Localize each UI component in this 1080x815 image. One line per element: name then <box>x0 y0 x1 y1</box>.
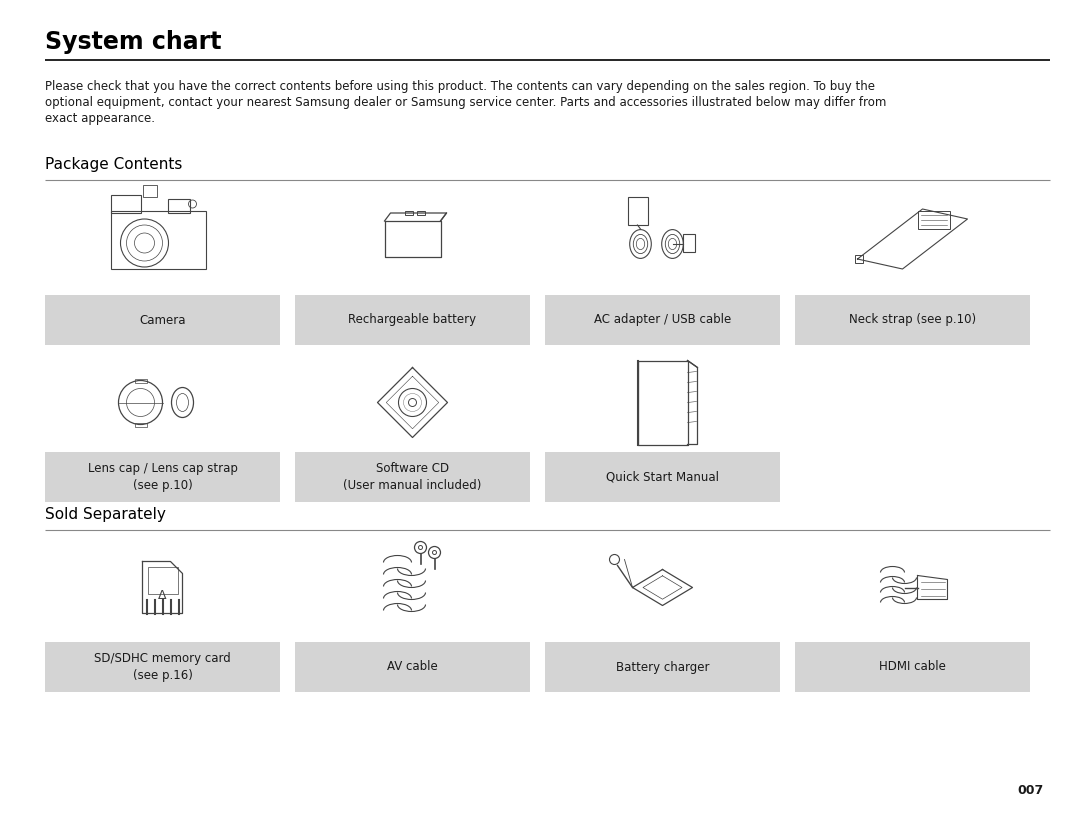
Bar <box>918 211 949 229</box>
Bar <box>45 452 280 502</box>
Text: optional equipment, contact your nearest Samsung dealer or Samsung service cente: optional equipment, contact your nearest… <box>45 96 887 109</box>
Text: AC adapter / USB cable: AC adapter / USB cable <box>594 314 731 327</box>
Text: Software CD
(User manual included): Software CD (User manual included) <box>343 462 482 492</box>
Bar <box>545 642 780 692</box>
Bar <box>683 234 694 252</box>
Text: SD/SDHC memory card
(see p.16): SD/SDHC memory card (see p.16) <box>94 652 231 682</box>
Bar <box>295 295 530 345</box>
Text: Δ: Δ <box>159 589 166 602</box>
Bar <box>167 199 189 213</box>
Bar <box>405 211 413 215</box>
Text: Lens cap / Lens cap strap
(see p.10): Lens cap / Lens cap strap (see p.10) <box>87 462 238 492</box>
Text: Please check that you have the correct contents before using this product. The c: Please check that you have the correct c… <box>45 80 875 93</box>
Bar <box>110 195 140 213</box>
Text: 007: 007 <box>1017 783 1043 796</box>
Bar <box>148 566 177 593</box>
Text: Quick Start Manual: Quick Start Manual <box>606 470 719 483</box>
Bar <box>854 255 863 263</box>
Bar <box>545 452 780 502</box>
Text: Camera: Camera <box>139 314 186 327</box>
Bar <box>143 185 157 197</box>
Bar <box>627 197 648 225</box>
Text: Sold Separately: Sold Separately <box>45 508 166 522</box>
Text: AV cable: AV cable <box>387 660 437 673</box>
Bar <box>795 642 1030 692</box>
Bar <box>795 295 1030 345</box>
Bar <box>295 452 530 502</box>
Bar <box>545 295 780 345</box>
Bar <box>45 642 280 692</box>
Bar <box>417 211 424 215</box>
Text: Battery charger: Battery charger <box>616 660 710 673</box>
Text: Rechargeable battery: Rechargeable battery <box>349 314 476 327</box>
Text: System chart: System chart <box>45 30 221 54</box>
Text: Neck strap (see p.10): Neck strap (see p.10) <box>849 314 976 327</box>
Text: HDMI cable: HDMI cable <box>879 660 946 673</box>
Text: exact appearance.: exact appearance. <box>45 112 156 125</box>
Text: Package Contents: Package Contents <box>45 157 183 173</box>
Bar <box>110 211 205 269</box>
Bar <box>135 422 147 426</box>
Bar <box>295 642 530 692</box>
Bar <box>45 295 280 345</box>
Bar <box>135 378 147 382</box>
